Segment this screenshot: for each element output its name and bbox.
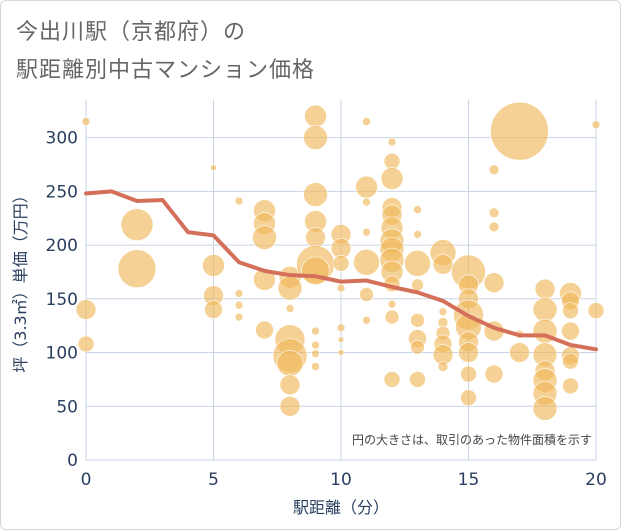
bubble-28[interactable]: [303, 182, 328, 207]
x-tick-label-2: 10: [330, 470, 352, 490]
bubble-89[interactable]: [460, 389, 477, 406]
bubble-68[interactable]: [411, 278, 424, 292]
bubble-69[interactable]: [410, 312, 425, 328]
bubble-67[interactable]: [404, 250, 431, 277]
bubble-15[interactable]: [252, 225, 277, 250]
bubble-115[interactable]: [587, 302, 605, 319]
bubble-23[interactable]: [276, 349, 304, 377]
bubble-48[interactable]: [353, 248, 380, 276]
bubble-74[interactable]: [432, 254, 454, 275]
bubble-35[interactable]: [311, 349, 320, 358]
bubble-39[interactable]: [332, 255, 350, 272]
bubble-6[interactable]: [202, 254, 225, 277]
bubble-10[interactable]: [234, 289, 244, 298]
bubble-95[interactable]: [484, 364, 504, 384]
bubble-26[interactable]: [304, 104, 327, 128]
bubble-64[interactable]: [383, 371, 401, 388]
bubble-65[interactable]: [413, 205, 422, 214]
bubble-80[interactable]: [437, 361, 449, 372]
bubble-24[interactable]: [279, 374, 301, 396]
y-tick-label-6: 300: [46, 129, 78, 149]
x-tick-label-3: 15: [458, 470, 480, 490]
bubble-75[interactable]: [438, 307, 448, 317]
chart-title-line2: 駅距離別中古マンション価格: [16, 58, 316, 83]
bubble-0[interactable]: [81, 117, 91, 126]
bubble-8[interactable]: [204, 300, 223, 319]
bubble-5[interactable]: [210, 164, 217, 172]
bubble-47[interactable]: [362, 227, 371, 237]
y-tick-label-1: 50: [56, 397, 78, 417]
bubble-92[interactable]: [488, 221, 500, 233]
bubble-layer: [75, 101, 605, 421]
bubble-20[interactable]: [285, 304, 295, 313]
x-axis-title: 駅距離（分）: [293, 498, 389, 517]
bubble-106[interactable]: [532, 396, 558, 421]
y-tick-label-0: 0: [67, 451, 78, 471]
bubble-52[interactable]: [383, 152, 401, 170]
bubble-27[interactable]: [303, 125, 328, 150]
bubble-96[interactable]: [490, 101, 549, 161]
bubble-2[interactable]: [77, 335, 95, 353]
bubble-44[interactable]: [362, 117, 371, 126]
bubble-33[interactable]: [311, 326, 320, 336]
y-tick-label-3: 150: [46, 290, 78, 310]
bubble-43[interactable]: [337, 349, 345, 356]
bubble-63[interactable]: [384, 309, 400, 325]
bubble-45[interactable]: [355, 175, 378, 199]
bubble-51[interactable]: [387, 137, 397, 147]
bubble-99[interactable]: [534, 278, 556, 300]
bubble-114[interactable]: [591, 120, 601, 130]
bubble-9[interactable]: [234, 196, 244, 206]
bubble-87[interactable]: [458, 342, 479, 363]
bubble-110[interactable]: [561, 321, 580, 341]
bubble-50[interactable]: [362, 315, 371, 325]
bubble-49[interactable]: [359, 287, 374, 302]
x-tick-label-0: 0: [81, 470, 92, 490]
bubble-41[interactable]: [336, 323, 346, 333]
bubble-71[interactable]: [410, 339, 425, 355]
bubble-11[interactable]: [234, 300, 244, 310]
trend-line-layer: [84, 189, 598, 352]
y-tick-labels: 0 50 100 150 200 250 300: [46, 129, 78, 471]
bubble-53[interactable]: [380, 167, 404, 190]
x-tick-label-4: 20: [585, 470, 607, 490]
bubble-36[interactable]: [311, 362, 320, 371]
x-tick-labels: 0 5 10 15 20: [81, 470, 607, 490]
bubble-66[interactable]: [413, 230, 422, 239]
bubble-12[interactable]: [234, 312, 244, 322]
chart-title-line1: 今出川駅（京都府）の: [16, 20, 247, 45]
bubble-4[interactable]: [117, 249, 157, 289]
bubble-113[interactable]: [562, 377, 579, 395]
bubble-98[interactable]: [509, 342, 530, 363]
bubble-72[interactable]: [409, 371, 426, 388]
bubble-17[interactable]: [255, 320, 274, 340]
y-tick-label-4: 200: [46, 236, 78, 256]
bubble-size-note: 円の大きさは、取引のあった物件面積を示す: [352, 432, 592, 447]
bubble-19[interactable]: [277, 275, 303, 301]
bubble-62[interactable]: [387, 299, 397, 309]
bubble-46[interactable]: [362, 197, 371, 207]
bubble-112[interactable]: [562, 352, 579, 370]
y-axis-title: 坪（3.3㎡）単価（万円）: [11, 187, 30, 372]
bubble-25[interactable]: [279, 395, 301, 417]
bubble-88[interactable]: [460, 365, 477, 383]
y-tick-label-5: 250: [46, 182, 78, 202]
bubble-40[interactable]: [336, 283, 346, 293]
x-tick-label-1: 5: [208, 470, 219, 490]
average-price-line: [84, 189, 598, 352]
bubble-90[interactable]: [488, 164, 500, 176]
bubble-1[interactable]: [75, 299, 97, 320]
bubble-42[interactable]: [337, 336, 345, 343]
bubble-100[interactable]: [532, 297, 558, 322]
bubble-34[interactable]: [311, 340, 320, 350]
bubble-93[interactable]: [483, 272, 505, 293]
bubble-3[interactable]: [120, 208, 154, 241]
bubble-91[interactable]: [488, 207, 500, 219]
bubble-32[interactable]: [301, 256, 330, 286]
bubble-16[interactable]: [253, 268, 276, 291]
bubble-109[interactable]: [562, 302, 579, 319]
y-tick-label-2: 100: [46, 344, 78, 364]
bubble-30[interactable]: [305, 227, 326, 248]
